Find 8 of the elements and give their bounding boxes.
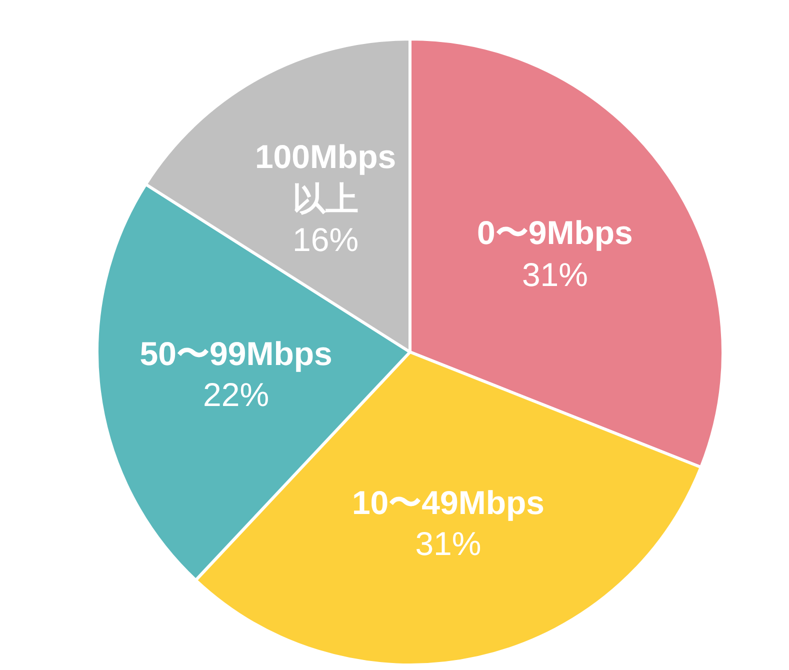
slice-label: 0〜9Mbps (477, 213, 633, 254)
data-label: 31% (414, 524, 482, 564)
data-label: 16% (292, 220, 360, 260)
slice-label: 10〜49Mbps (352, 482, 545, 523)
data-label: 31% (520, 254, 589, 294)
slice-label: 100Mbps以上 (254, 138, 398, 219)
slice-label: 50〜99Mbps (140, 334, 332, 374)
data-label: 22% (202, 374, 270, 415)
